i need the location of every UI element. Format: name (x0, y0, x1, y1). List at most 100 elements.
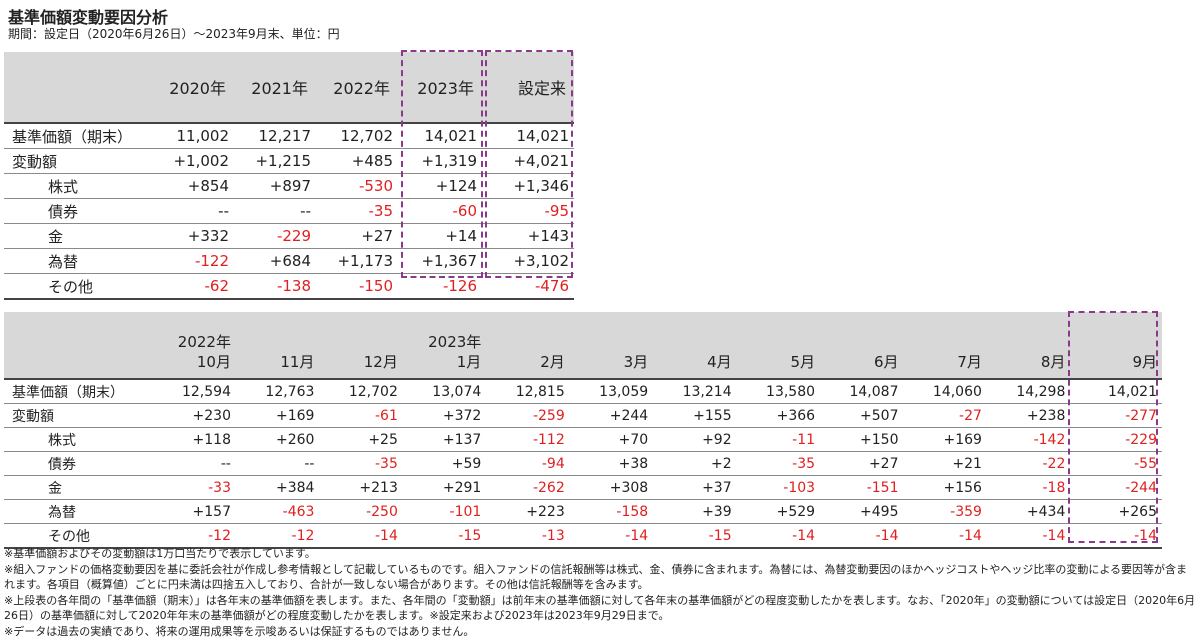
table-row: 変動額 +230 +169 -61 +372 -259 +244 +155 +366 +507 -2… (4, 403, 1162, 428)
value-cell: 12,702 (319, 378, 403, 404)
value-cell: -- (154, 451, 236, 476)
value-cell: -158 (569, 499, 654, 524)
value-cell: +529 (736, 499, 821, 524)
value-cell: 11,002 (152, 122, 234, 149)
table-row: 金 -33 +384 +213 +291 -262 +308 +37 -103 -151 +156-… (4, 475, 1162, 500)
value-cell: +495 (820, 499, 904, 524)
column-header: 2023年 (398, 52, 482, 123)
column-header: 12月 (319, 312, 403, 379)
value-cell: -359 (903, 499, 987, 524)
value-cell: -35 (319, 451, 403, 476)
annual-factor-table: 2020年 2021年 2022年 2023年 設定来 基準価額（期末） 11,002 12,… (4, 52, 574, 300)
value-cell: -14 (319, 523, 403, 549)
table-row: 債券 -- -- -35 +59 -94 +38 +2 -35 +27 +21 -22 -55 (4, 451, 1162, 476)
value-cell: +854 (152, 173, 234, 199)
column-header: 2021年 (234, 52, 316, 123)
row-label: 株式 (4, 427, 155, 452)
column-header: 7月 (903, 312, 987, 379)
column-header: 2020年 (152, 52, 234, 123)
value-cell: -122 (152, 248, 234, 274)
value-cell: +1,319 (398, 148, 482, 174)
value-cell: +507 (820, 403, 904, 428)
value-cell: +4,021 (482, 148, 574, 174)
value-cell: -- (234, 198, 316, 224)
value-cell: +37 (653, 475, 737, 500)
month-label: 10月 (196, 353, 231, 371)
footnote: ※データは過去の実績であり、将来の運用成果等を示唆あるいは保証するものではありま… (4, 624, 475, 638)
year-label (903, 332, 981, 352)
value-cell: +21 (903, 451, 987, 476)
value-cell: -101 (402, 499, 487, 524)
year-label (570, 332, 648, 352)
value-cell: -463 (235, 499, 320, 524)
table-row: 株式 +854 +897 -530 +124 +1,346 (4, 173, 574, 199)
value-cell: +384 (235, 475, 320, 500)
table-row: 基準価額（期末） 12,594 12,763 12,702 13,074 12,815 13… (4, 378, 1162, 404)
value-cell: +1,173 (316, 248, 398, 274)
header-corner-cell (4, 312, 155, 379)
column-header: 2022年 (316, 52, 398, 123)
month-label: 9月 (1132, 353, 1157, 371)
value-cell: -259 (486, 403, 570, 428)
value-cell: +27 (820, 451, 904, 476)
value-cell: 14,021 (1070, 378, 1162, 404)
value-cell: +38 (569, 451, 654, 476)
value-cell: -13 (486, 523, 570, 549)
month-label: 12月 (363, 353, 398, 371)
value-cell: -35 (736, 451, 821, 476)
value-cell: 14,060 (903, 378, 987, 404)
year-label (653, 332, 731, 352)
table-row: 為替 +157 -463 -250 -101 +223 -158 +39 +529 +495 -35… (4, 499, 1162, 524)
value-cell: -62 (152, 273, 234, 300)
value-cell: 13,074 (402, 378, 487, 404)
row-label: 為替 (4, 499, 155, 524)
value-cell: -14 (820, 523, 904, 549)
year-label (1070, 332, 1157, 352)
row-label: その他 (4, 523, 155, 549)
value-cell: +169 (903, 427, 987, 452)
year-label: 2022年 (177, 333, 231, 351)
value-cell: +2 (653, 451, 737, 476)
value-cell: +366 (736, 403, 821, 428)
value-cell: 14,087 (820, 378, 904, 404)
month-label: 3月 (623, 353, 649, 371)
value-cell: -14 (736, 523, 821, 549)
value-cell: -55 (1070, 451, 1162, 476)
value-cell: +291 (402, 475, 487, 500)
value-cell: +434 (986, 499, 1071, 524)
value-cell: -95 (482, 198, 574, 224)
row-label: 基準価額（期末） (4, 122, 152, 149)
table-row: 債券 -- -- -35 -60 -95 (4, 198, 574, 224)
value-cell: 12,763 (235, 378, 320, 404)
value-cell: -33 (154, 475, 236, 500)
value-cell: 14,021 (398, 122, 482, 149)
year-label (820, 332, 898, 352)
year-label (987, 332, 1065, 352)
column-header: 11月 (235, 312, 320, 379)
value-cell: +118 (154, 427, 236, 452)
value-cell: -14 (986, 523, 1071, 549)
value-cell: -530 (316, 173, 398, 199)
value-cell: -277 (1070, 403, 1162, 428)
month-label: 7月 (957, 353, 982, 371)
value-cell: +897 (234, 173, 316, 199)
month-label: 6月 (873, 353, 899, 371)
row-label: 株式 (4, 173, 152, 199)
value-cell: +3,102 (482, 248, 574, 274)
column-header: 4月 (653, 312, 737, 379)
value-cell: -262 (486, 475, 570, 500)
value-cell: -229 (1070, 427, 1162, 452)
value-cell: -94 (486, 451, 570, 476)
value-cell: +155 (653, 403, 737, 428)
row-label: 為替 (4, 248, 152, 274)
value-cell: +169 (235, 403, 320, 428)
value-cell: +25 (319, 427, 403, 452)
table-row: 変動額 +1,002 +1,215 +485 +1,319 +4,021 (4, 148, 574, 174)
value-cell: -11 (736, 427, 821, 452)
value-cell: -22 (986, 451, 1071, 476)
value-cell: 13,214 (653, 378, 737, 404)
row-label: 金 (4, 475, 155, 500)
value-cell: -14 (1070, 523, 1162, 549)
value-cell: +92 (653, 427, 737, 452)
row-label: 変動額 (4, 148, 152, 174)
